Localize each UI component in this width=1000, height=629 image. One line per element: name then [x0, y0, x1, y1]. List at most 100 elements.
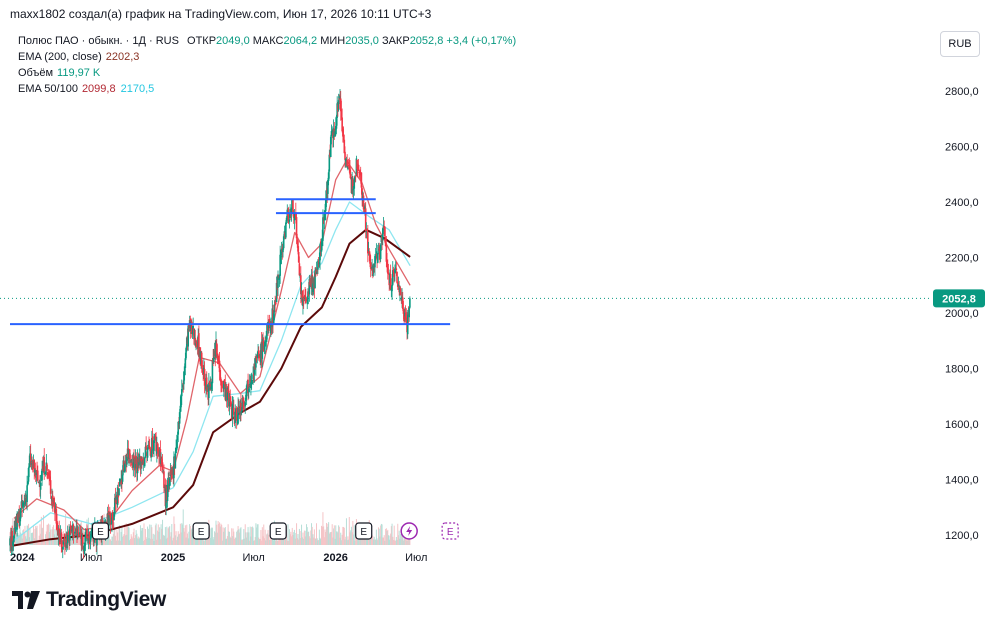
- candle-body: [353, 178, 356, 189]
- volume-bar: [28, 537, 30, 545]
- volume-bar: [294, 538, 296, 545]
- volume-bar: [20, 533, 22, 545]
- volume-bar: [90, 540, 92, 545]
- volume-bar: [342, 526, 344, 545]
- candle-body: [28, 463, 31, 468]
- volume-bar: [398, 530, 400, 545]
- volume-bar: [250, 536, 252, 545]
- volume-bar: [330, 531, 332, 545]
- candle-body: [312, 283, 314, 292]
- candle-body: [314, 270, 316, 289]
- candle-body: [256, 354, 259, 358]
- volume-bar: [350, 530, 352, 545]
- volume-bar: [221, 540, 223, 545]
- candle-body: [329, 136, 332, 158]
- candle-body: [393, 272, 395, 274]
- candle-body: [213, 356, 215, 362]
- volume-bar: [33, 524, 35, 545]
- candle-body: [226, 387, 229, 401]
- y-tick-label: 1400,0: [945, 475, 979, 487]
- candle-body: [38, 481, 41, 483]
- volume-bar: [184, 525, 186, 545]
- volume-bar: [313, 537, 315, 545]
- candle-body: [44, 473, 46, 475]
- volume-bar: [349, 532, 351, 545]
- volume-bar: [380, 525, 382, 545]
- volume-bar: [247, 527, 249, 545]
- volume-bar: [387, 529, 389, 545]
- volume-bar: [262, 536, 264, 545]
- candle-body: [58, 528, 60, 538]
- volume-bar: [350, 526, 352, 545]
- volume-bar: [289, 534, 291, 545]
- candle-body: [41, 468, 43, 481]
- volume-bar: [240, 527, 242, 545]
- volume-bar: [384, 540, 386, 545]
- volume-bar: [134, 535, 136, 545]
- legend-ema50-100-row[interactable]: EMA 50/100 2099,8 2170,5: [18, 81, 516, 97]
- candle-body: [90, 531, 93, 538]
- volume-bar: [36, 525, 38, 545]
- volume-bar: [231, 528, 233, 545]
- candle-body: [132, 454, 135, 468]
- volume-bar: [132, 538, 134, 545]
- volume-bar: [381, 524, 383, 545]
- candle-body: [344, 159, 347, 162]
- volume-bar: [291, 536, 293, 545]
- volume-bar: [35, 526, 37, 545]
- y-tick-label: 2800,0: [945, 86, 979, 98]
- candle-body: [111, 512, 114, 521]
- legend-ema200-row[interactable]: EMA (200, close) 2202,3: [18, 49, 516, 65]
- volume-bar: [137, 536, 139, 545]
- volume-bar: [251, 527, 253, 545]
- volume-bar: [16, 535, 18, 545]
- volume-bar: [167, 528, 169, 545]
- currency-button[interactable]: RUB: [940, 31, 980, 57]
- candle-body: [66, 534, 69, 544]
- candle-body: [354, 175, 357, 177]
- candle-body: [330, 131, 333, 137]
- candle-body: [64, 542, 66, 547]
- volume-bar: [395, 540, 397, 545]
- volume-bar: [214, 532, 216, 545]
- legend-volume-row[interactable]: Объём 119,97 K: [18, 65, 516, 81]
- volume-bar: [333, 525, 335, 545]
- volume-bar: [378, 527, 380, 545]
- volume-bar: [295, 532, 297, 545]
- candle-body: [347, 165, 350, 167]
- candle-body: [135, 455, 137, 465]
- tradingview-logo[interactable]: TradingView: [12, 588, 166, 612]
- volume-bar: [346, 540, 348, 545]
- volume-bar: [17, 532, 19, 545]
- volume-bar: [128, 527, 130, 545]
- volume-bar: [264, 529, 266, 545]
- volume-bar: [189, 524, 191, 545]
- legend-symbol-row[interactable]: Полюс ПАО · обыкн. · 1Д · RUS ОТКР2049,0…: [18, 33, 516, 49]
- volume-bar: [169, 526, 171, 545]
- candle-body: [55, 508, 58, 524]
- volume-bar: [133, 528, 135, 545]
- earnings-marker-glyph: E: [360, 527, 367, 538]
- volume-bar: [142, 527, 144, 545]
- volume-bar: [323, 526, 325, 545]
- candle-body: [49, 476, 51, 481]
- candle-body: [161, 462, 164, 471]
- volume-bar: [400, 526, 402, 545]
- volume-bar: [236, 530, 238, 545]
- earnings-marker-icon: [441, 522, 459, 540]
- candle-body: [76, 528, 78, 534]
- candle-body: [357, 164, 360, 171]
- candle-body: [181, 385, 184, 388]
- volume-bar: [387, 535, 389, 545]
- volume-bar: [189, 526, 191, 545]
- candle-body: [193, 335, 196, 340]
- volume-bar: [162, 534, 164, 545]
- candle-body: [220, 378, 222, 386]
- volume-bar: [226, 536, 228, 545]
- y-tick-label: 1800,0: [945, 364, 979, 376]
- candle-body: [200, 352, 203, 368]
- volume-bar: [74, 538, 76, 545]
- candle-body: [377, 252, 379, 263]
- volume-bar: [18, 534, 20, 545]
